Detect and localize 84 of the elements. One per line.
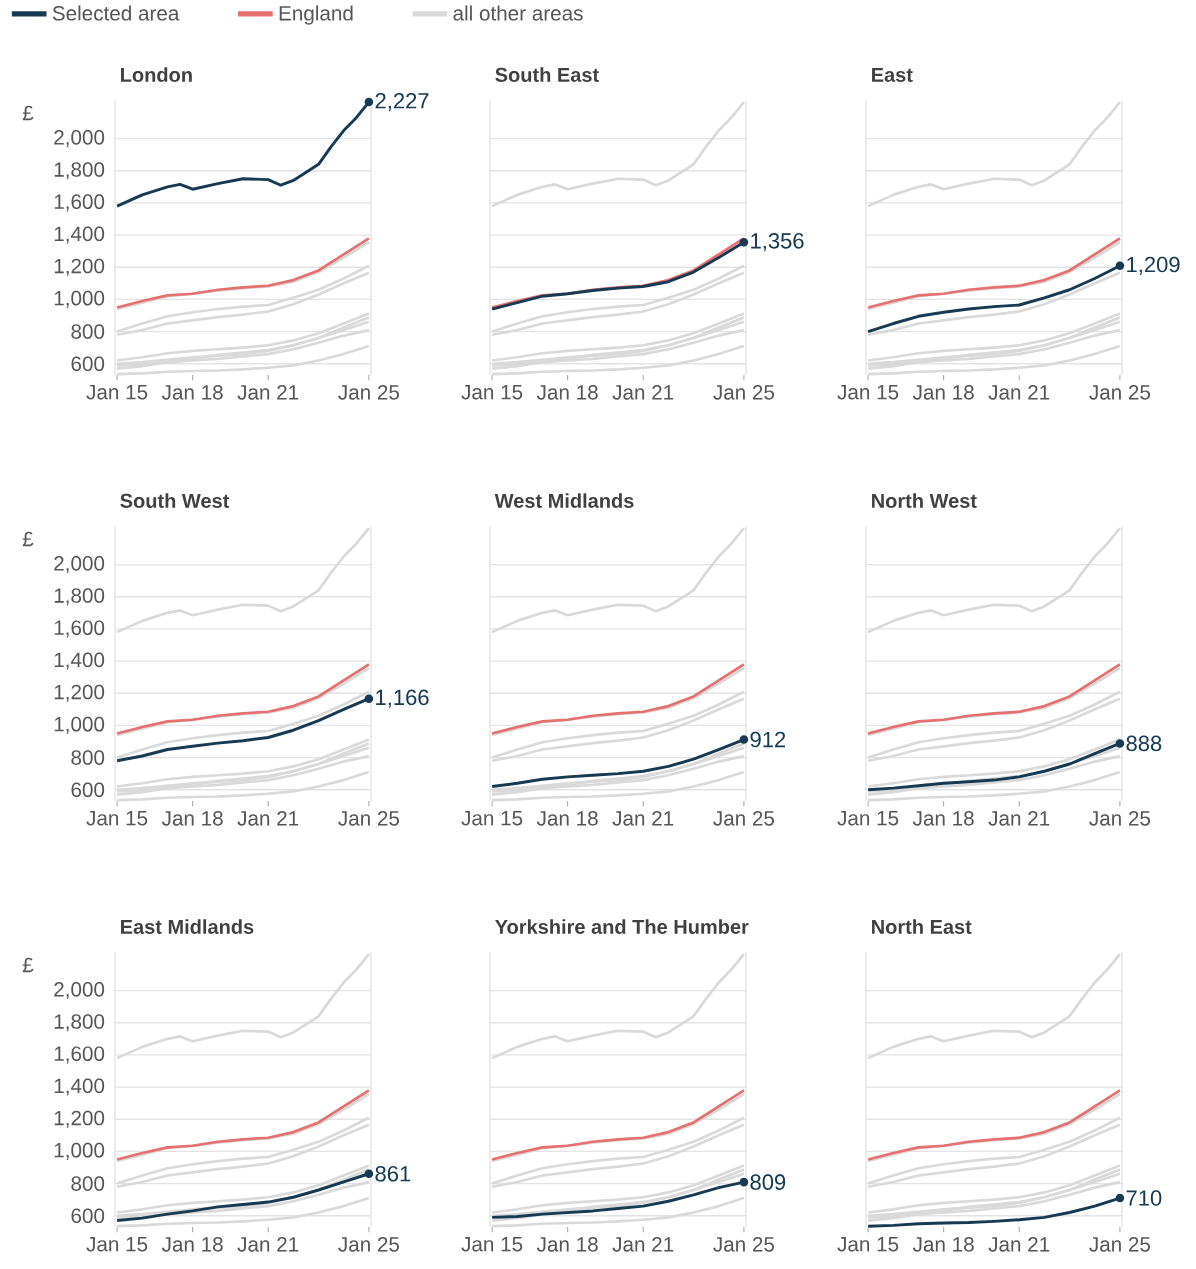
data-label: 809: [750, 1174, 786, 1190]
x-tick-label: Jan 21: [988, 811, 1050, 826]
x-tick-label: Jan 18: [912, 385, 974, 400]
x-tick-label: Jan 21: [237, 385, 299, 400]
y-tick-label: 1,400: [54, 1078, 105, 1096]
x-tick-label: Jan 15: [461, 385, 523, 400]
data-label: 1,209: [1127, 256, 1180, 275]
data-label: 912: [750, 731, 786, 748]
x-tick-label: Jan 15: [837, 1237, 899, 1252]
x-tick-label: Jan 21: [612, 385, 674, 400]
legend-label: all other areas: [453, 5, 583, 21]
y-tick-label: 600: [71, 356, 105, 372]
y-axis-title: £: [22, 531, 34, 547]
x-tick-label: Jan 15: [86, 1237, 148, 1252]
y-tick-label: 1,600: [54, 620, 105, 638]
legend-label: Selected area: [52, 5, 180, 21]
x-tick-label: Jan 18: [912, 811, 974, 826]
y-tick-label: 1,000: [54, 290, 105, 308]
chart-title: South East: [495, 67, 599, 82]
y-tick-label: 2,000: [54, 130, 105, 148]
x-tick-label: Jan 15: [461, 1237, 523, 1252]
x-tick-label: Jan 18: [161, 1237, 223, 1252]
x-tick-label: Jan 18: [161, 811, 223, 826]
x-tick-label: Jan 21: [988, 1237, 1050, 1252]
x-tick-label: Jan 25: [338, 1237, 400, 1252]
data-label: 888: [1126, 735, 1162, 752]
y-tick-label: 2,000: [54, 982, 105, 1000]
data-label: 861: [375, 1165, 411, 1182]
y-tick-label: 1,200: [54, 258, 105, 276]
y-tick-label: 1,000: [54, 1142, 105, 1160]
chart-title: Yorkshire and The Humber: [495, 919, 749, 934]
data-label: 2,227: [375, 92, 429, 112]
y-tick-label: 1,400: [54, 226, 105, 244]
x-tick-label: Jan 21: [612, 1237, 674, 1252]
chart-title: London: [121, 67, 192, 82]
x-tick-label: Jan 21: [988, 385, 1050, 400]
chart-title: North East: [872, 919, 972, 934]
data-label: 1,356: [751, 233, 804, 252]
y-tick-label: 1,000: [54, 716, 105, 734]
y-tick-label: 1,200: [54, 684, 105, 702]
chart-title: East: [872, 67, 913, 82]
x-tick-label: Jan 25: [1089, 1237, 1151, 1252]
y-tick-label: 1,800: [54, 588, 105, 606]
chart-title: North West: [872, 493, 977, 508]
y-tick-label: 1,600: [54, 1046, 105, 1064]
y-axis-title: £: [22, 957, 34, 973]
data-label: 710: [1126, 1190, 1162, 1206]
x-tick-label: Jan 25: [713, 385, 775, 400]
data-label: 1,166: [376, 689, 429, 708]
x-tick-label: Jan 15: [86, 385, 148, 400]
y-tick-label: 800: [71, 1176, 105, 1191]
y-tick-label: 800: [71, 750, 105, 765]
x-tick-label: Jan 21: [237, 811, 299, 826]
x-tick-label: Jan 25: [713, 811, 775, 826]
y-tick-label: 1,400: [54, 652, 105, 670]
chart-title: East Midlands: [121, 919, 254, 934]
chart-title: South West: [120, 493, 230, 508]
y-tick-label: 600: [71, 1208, 105, 1224]
x-tick-label: Jan 25: [1089, 385, 1151, 400]
legend-label: England: [279, 5, 353, 25]
x-tick-label: Jan 21: [237, 1237, 299, 1252]
y-tick-label: 2,000: [54, 556, 105, 574]
y-tick-label: 600: [71, 782, 105, 798]
x-tick-label: Jan 18: [536, 1237, 598, 1252]
x-tick-label: Jan 18: [536, 385, 598, 400]
x-tick-label: Jan 18: [536, 811, 598, 826]
x-tick-label: Jan 15: [837, 385, 899, 400]
x-tick-label: Jan 25: [1089, 811, 1151, 826]
y-tick-label: 1,800: [54, 1014, 105, 1032]
x-tick-label: Jan 25: [338, 811, 400, 826]
x-tick-label: Jan 21: [612, 811, 674, 826]
x-tick-label: Jan 18: [161, 385, 223, 400]
y-tick-label: 1,800: [54, 162, 105, 180]
y-tick-label: 1,600: [54, 194, 105, 212]
y-tick-label: 800: [71, 324, 105, 339]
x-tick-label: Jan 15: [837, 811, 899, 826]
x-tick-label: Jan 18: [912, 1237, 974, 1252]
y-axis-title: £: [22, 105, 34, 121]
y-tick-label: 1,200: [54, 1110, 105, 1128]
x-tick-label: Jan 15: [461, 811, 523, 826]
x-tick-label: Jan 25: [338, 385, 400, 400]
x-tick-label: Jan 25: [713, 1237, 775, 1252]
x-tick-label: Jan 15: [86, 811, 148, 826]
chart-title: West Midlands: [494, 493, 634, 508]
